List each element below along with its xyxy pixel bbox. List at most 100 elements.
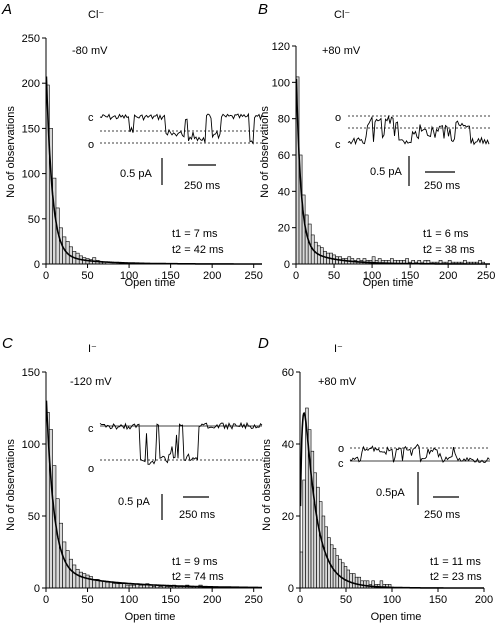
y-tick-label: 0 [34,259,40,271]
panel-label: D [258,335,269,352]
x-tick-label: 150 [161,594,179,606]
x-tick-label: 150 [161,270,179,282]
histogram-bar [346,569,350,589]
y-tick-label: 250 [22,33,40,45]
panel-c: C I⁻ -120 mV Open time No of observation… [2,335,263,623]
x-tick-label: 200 [203,594,221,606]
histogram-bar [338,558,342,589]
single-channel-trace: c o 0.5 pA 250 ms [88,421,263,521]
fit-label-t1: t1 = 9 ms [172,556,218,568]
histogram-bar [357,576,362,589]
open-level-label: o [335,112,341,124]
histogram-bar [105,581,110,589]
histogram-bar [349,573,353,589]
histogram-bar [302,479,306,589]
panel-d: D I⁻ +80 mV Open time No of observations… [258,335,493,623]
voltage-label: +80 mV [318,376,357,388]
histogram-bar [65,550,70,589]
x-tick-label: 100 [363,270,381,282]
histogram-bar [98,580,103,589]
histogram-bar [319,501,323,589]
panel-label: B [258,1,268,18]
y-tick-label: 20 [282,511,294,523]
current-trace [99,421,263,465]
ion-label: I⁻ [334,343,343,355]
y-tick-label: 0 [288,583,294,595]
ion-label: Cl⁻ [334,9,350,21]
y-axis-label: No of observations [5,439,17,531]
x-tick-label: 200 [439,270,457,282]
histogram-bar [352,573,356,589]
open-level-label: o [88,463,94,475]
histogram-bar [365,580,370,589]
voltage-label: -80 mV [72,45,108,57]
x-tick-label: 0 [43,270,49,282]
panel-label: A [1,1,12,18]
time-scale-label: 250 ms [424,509,461,521]
fit-label-t1: t1 = 6 ms [423,228,469,240]
closed-level-label: c [88,112,94,124]
y-tick-label: 100 [22,169,40,181]
histogram-bar [62,541,67,589]
current-scale-label: 0.5pA [376,487,405,499]
fit-label-t2: t2 = 23 ms [430,571,482,583]
open-level-label: o [88,139,94,151]
voltage-label: +80 mV [322,45,361,57]
histogram-bar [78,571,83,589]
single-channel-trace: o c 0.5pA 250 ms [338,443,490,521]
exponential-fit-curve [45,400,262,589]
x-tick-label: 250 [245,594,263,606]
panel-a: A Cl⁻ -80 mV Open time No of observation… [1,1,263,289]
single-channel-trace: c o 0.5 pA 250 ms [88,112,263,192]
y-tick-label: 80 [278,114,290,126]
current-trace [99,112,263,145]
open-level-label: o [338,443,344,455]
x-axis-label: Open time [363,277,414,289]
histogram-bar [313,472,317,589]
x-tick-label: 150 [401,270,419,282]
x-tick-label: 200 [203,270,221,282]
fit-label-t1: t1 = 11 ms [430,556,481,568]
y-tick-label: 60 [278,150,290,162]
time-scale-label: 250 ms [184,180,221,192]
y-tick-label: 0 [34,583,40,595]
histogram-bar [72,564,77,589]
histogram-bar [343,566,348,589]
y-tick-label: 100 [272,77,290,89]
x-tick-label: 50 [81,594,93,606]
current-trace [349,443,490,463]
x-tick-label: 0 [43,594,49,606]
fit-label-t1: t1 = 7 ms [172,228,218,240]
x-tick-label: 50 [328,270,340,282]
y-tick-label: 150 [22,123,40,135]
exponential-fit-curve [45,76,262,265]
x-tick-label: 150 [429,594,447,606]
y-tick-label: 40 [282,439,294,451]
time-scale-label: 250 ms [179,509,216,521]
x-tick-label: 100 [120,270,138,282]
histogram-bar [122,583,127,589]
histogram-bar [354,576,359,589]
y-tick-label: 20 [278,223,290,235]
x-axis-label: Open time [125,611,176,623]
closed-level-label: c [335,139,341,151]
x-tick-label: 250 [477,270,495,282]
ion-label: I⁻ [88,343,97,355]
x-tick-label: 100 [120,594,138,606]
time-scale-label: 250 ms [424,180,461,192]
y-tick-label: 200 [22,78,40,90]
current-trace [347,114,490,146]
closed-level-label: c [88,423,94,435]
y-tick-label: 50 [28,511,40,523]
histogram-bar [82,573,87,589]
histogram-bar [75,568,80,589]
y-tick-label: 100 [22,439,40,451]
histogram-bar [341,562,345,589]
histogram-bar [118,583,123,589]
fit-label-t2: t2 = 74 ms [172,571,224,583]
y-tick-label: 40 [278,186,290,198]
x-tick-label: 0 [293,270,299,282]
histogram-bar [85,574,90,589]
voltage-label: -120 mV [70,376,112,388]
x-tick-label: 200 [475,594,493,606]
